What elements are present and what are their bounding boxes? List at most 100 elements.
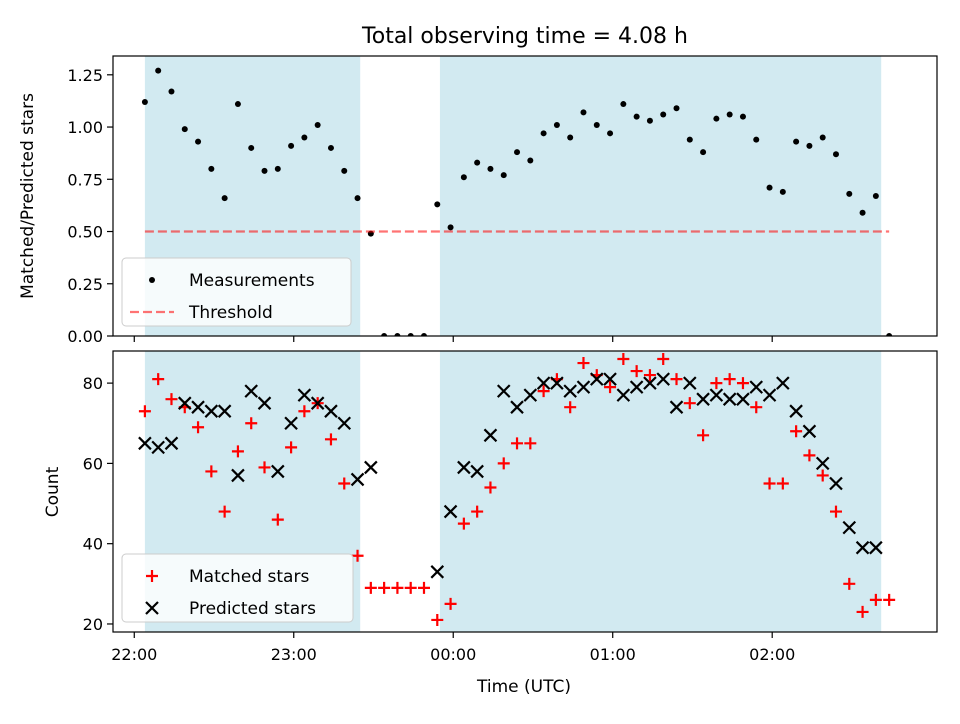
measurement-point [248,144,255,151]
matched-star-point [643,369,656,382]
measurement-point [660,111,667,118]
predicted-star-point [310,396,325,410]
x-tick-label: 22:00 [111,645,157,664]
measurement-point [168,88,175,95]
matched-star-point [205,465,218,478]
y-tick-label: 80 [83,374,103,393]
predicted-star-point [271,464,285,479]
matched-star-point [192,421,205,434]
matched-star-point [829,505,842,518]
predicted-star-point [284,416,298,431]
matched-star-point [856,605,869,618]
y-tick-label: 1.00 [67,118,103,137]
y-tick-label: 1.25 [67,66,103,85]
predicted-star-point [736,392,750,406]
measurement-point [155,67,162,74]
predicted-star-point [696,392,710,406]
predicted-star-point [204,404,219,418]
predicted-star-point [829,476,843,491]
measurement-point [553,121,560,128]
measurement-point [673,105,680,112]
predicted-star-point [231,468,245,483]
matched-star-point [843,577,856,590]
shaded-interval-1 [439,56,882,336]
measurement-point [514,149,521,156]
matched-star-point [617,353,630,366]
matched-star-point [670,373,683,386]
measurement-point [487,165,494,172]
matched-star-point [577,357,590,370]
matched-star-point [457,517,470,530]
matched-star-point [271,513,284,526]
top-panel: 0.00 0.25 0.50 0.75 1.00 1.25 Measurements Thre… [67,55,938,346]
matched-star-point [750,401,763,414]
measurement-point [181,126,188,133]
measurement-point [420,333,427,336]
measurement-point [713,115,720,122]
plot-frame [112,350,938,633]
matched-star-point [816,469,829,482]
matched-star-point [138,405,151,418]
matched-star-point [444,597,457,610]
measurement-point [726,111,733,118]
predicted-star-point [510,400,524,414]
matched-star-point [218,505,231,518]
x-tick-label: 00:00 [430,645,476,664]
y-tick-label: 0.00 [67,327,103,346]
predicted-star-point [576,380,591,394]
measurement-point [620,101,627,108]
matched-star-point [391,581,404,594]
predicted-star-point [457,460,471,475]
measurement-point [234,101,241,108]
predicted-star-point [603,372,617,386]
measurement-point [500,172,507,179]
matched-star-point [431,613,444,626]
predicted-star-point [815,456,830,471]
measurement-point [580,109,587,116]
y-tick-label: 40 [83,535,103,554]
predicted-star-point [722,392,737,406]
predicted-star-point [496,384,511,398]
predicted-star-point [869,540,883,555]
matched-star-point [471,505,484,518]
predicted-star-point [776,376,790,390]
matched-star-point [351,549,364,562]
predicted-star-point [643,376,657,390]
matched-star-point [723,373,736,386]
measurement-point [646,117,653,124]
measurement-point [288,142,295,149]
plot-area [141,56,893,336]
matched-star-point [537,385,550,398]
measurement-point [274,165,281,172]
predicted-star-point [842,520,857,535]
predicted-star-point [589,372,604,386]
measurement-point [141,98,148,105]
predicted-star-point [683,376,697,390]
measurement-point [195,138,202,145]
matched-star-point [165,393,178,406]
measurement-point [341,167,348,174]
measurement-point [327,144,334,151]
predicted-star-point [430,565,445,579]
predicted-star-point [629,380,644,394]
matched-star-point [883,593,896,606]
matched-star-point [683,397,696,410]
matched-star-point [152,373,165,386]
bottom-panel: 20 40 60 80 22:00 23:00 00:00 01:00 02:00 Matched… [83,350,938,664]
predicted-star-point [470,464,484,479]
bottom-y-axis-label: Count [43,466,63,517]
matched-star-point [524,437,537,450]
predicted-star-point [138,436,152,451]
y-tick-label: 0.25 [67,275,103,294]
predicted-star-point [257,396,272,410]
predicted-star-point [337,416,352,431]
matched-star-point [790,425,803,438]
matched-star-point [657,353,670,366]
matched-star-point [231,445,244,458]
predicted-star-point [563,384,577,398]
legend-marker-dot [149,277,155,283]
measurement-point [208,165,215,172]
predicted-star-point [669,400,684,414]
predicted-star-point [616,388,631,402]
